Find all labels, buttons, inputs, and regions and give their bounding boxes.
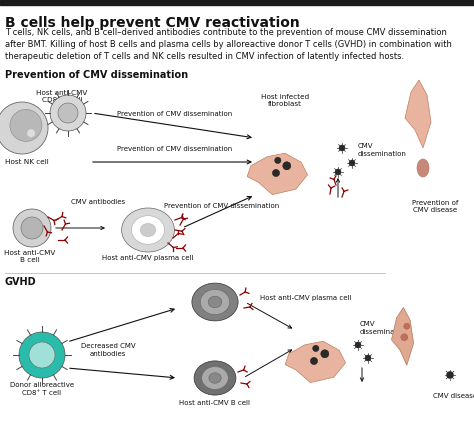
- Ellipse shape: [202, 367, 228, 389]
- Ellipse shape: [209, 373, 221, 383]
- Text: B cells help prevent CMV reactivation: B cells help prevent CMV reactivation: [5, 16, 300, 30]
- Ellipse shape: [192, 283, 238, 321]
- Circle shape: [273, 170, 280, 177]
- Circle shape: [10, 109, 42, 141]
- Circle shape: [50, 95, 86, 131]
- Text: CMV
dissemination: CMV dissemination: [360, 321, 409, 335]
- Text: CMV
dissemination: CMV dissemination: [358, 143, 407, 157]
- Circle shape: [349, 160, 355, 166]
- Text: Prevention of CMV dissemination: Prevention of CMV dissemination: [118, 111, 233, 117]
- Text: GVHD: GVHD: [5, 277, 36, 287]
- Text: Host NK cell: Host NK cell: [5, 159, 49, 165]
- Ellipse shape: [140, 223, 155, 237]
- Circle shape: [58, 103, 78, 123]
- Circle shape: [310, 358, 318, 364]
- Ellipse shape: [201, 290, 230, 315]
- Text: Decreased CMV
antibodies: Decreased CMV antibodies: [81, 343, 135, 357]
- Text: Host anti-CMV plasma cell: Host anti-CMV plasma cell: [102, 255, 194, 261]
- Circle shape: [355, 342, 361, 348]
- Circle shape: [404, 323, 410, 329]
- Text: Prevention of
CMV disease: Prevention of CMV disease: [412, 200, 458, 214]
- Circle shape: [401, 334, 408, 341]
- Text: Host anti-CMV
CD8⁺ T cell: Host anti-CMV CD8⁺ T cell: [36, 90, 88, 103]
- Circle shape: [274, 157, 281, 164]
- Text: T cells, NK cells, and B cell–derived antibodies contribute to the prevention of: T cells, NK cells, and B cell–derived an…: [5, 28, 452, 61]
- Polygon shape: [247, 153, 308, 194]
- Circle shape: [19, 332, 65, 378]
- Circle shape: [365, 355, 371, 361]
- Ellipse shape: [122, 208, 174, 252]
- Ellipse shape: [417, 159, 429, 177]
- Text: Donor alloreactive
CD8⁺ T cell: Donor alloreactive CD8⁺ T cell: [10, 382, 74, 395]
- Polygon shape: [405, 80, 431, 148]
- Ellipse shape: [208, 296, 222, 308]
- Circle shape: [0, 102, 48, 154]
- Text: Host infected
fibroblast: Host infected fibroblast: [261, 94, 309, 108]
- Text: CMV disease: CMV disease: [433, 393, 474, 399]
- Text: Host anti-CMV plasma cell: Host anti-CMV plasma cell: [260, 295, 352, 301]
- Circle shape: [283, 162, 291, 170]
- Circle shape: [313, 345, 319, 351]
- Text: CMV antibodies: CMV antibodies: [71, 199, 125, 205]
- Circle shape: [21, 217, 43, 239]
- Text: Prevention of CMV dissemination: Prevention of CMV dissemination: [118, 146, 233, 152]
- Circle shape: [27, 129, 35, 137]
- Polygon shape: [285, 341, 346, 383]
- Ellipse shape: [194, 361, 236, 395]
- Circle shape: [321, 350, 329, 358]
- Polygon shape: [392, 307, 414, 365]
- Ellipse shape: [131, 216, 164, 244]
- Circle shape: [13, 209, 51, 247]
- Text: Prevention of CMV dissemination: Prevention of CMV dissemination: [164, 203, 280, 209]
- Circle shape: [447, 371, 454, 378]
- Text: Host anti-CMV B cell: Host anti-CMV B cell: [180, 400, 250, 406]
- Bar: [0, 0, 474, 5]
- Circle shape: [335, 169, 341, 175]
- Circle shape: [29, 342, 55, 368]
- Text: Host anti-CMV
B cell: Host anti-CMV B cell: [4, 250, 55, 263]
- Circle shape: [339, 145, 345, 151]
- Text: Prevention of CMV dissemination: Prevention of CMV dissemination: [5, 70, 188, 80]
